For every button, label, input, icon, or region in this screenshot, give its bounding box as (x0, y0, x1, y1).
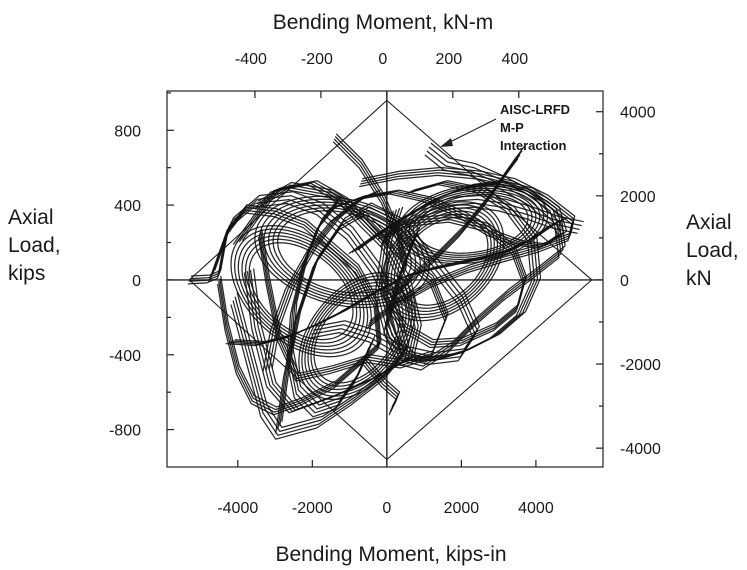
annotation-line-3: Interaction (500, 138, 567, 153)
hysteresis-trace (235, 182, 416, 413)
plot-frame (166, 90, 604, 468)
hysteresis-trace (334, 136, 407, 268)
hysteresis-trace (210, 198, 406, 436)
left-tick-label: 800 (114, 123, 141, 140)
top-tick-label: 400 (501, 51, 528, 68)
hysteresis-trace (238, 181, 419, 411)
right-axis-title: Axial Load, kN (686, 211, 739, 290)
hysteresis-trace (380, 213, 527, 341)
hysteresis-trace (275, 214, 474, 434)
hysteresis-trace (396, 146, 525, 290)
hysteresis-trace (362, 166, 576, 322)
top-axis-title: Bending Moment, kN-m (273, 11, 494, 34)
bottom-axis-title: Bending Moment, kips-in (275, 543, 506, 566)
annotation-arrow-shaft (443, 118, 497, 146)
right-tick-label: -4000 (620, 441, 661, 458)
hysteresis-loop (241, 235, 362, 348)
right-axis-title-line-1: Axial (686, 211, 732, 234)
annotation-line-1: AISC-LRFD (500, 102, 570, 117)
hysteresis-trace (268, 190, 378, 370)
bottom-tick-label: -4000 (217, 500, 258, 517)
bottom-tick-label: -2000 (292, 500, 333, 517)
plot-area: -4000 -2000 0 2000 4000-400 -200 0 200 400800400… (109, 51, 661, 517)
hysteresis-loop (384, 204, 502, 319)
left-tick-label: -800 (109, 423, 141, 440)
hysteresis-trace (292, 195, 376, 406)
left-axis-title-line-3: kips (8, 262, 45, 285)
hysteresis-loop (416, 193, 529, 254)
hysteresis-loop (248, 242, 354, 341)
hysteresis-loop (381, 201, 505, 322)
annotation-line-2: M-P (500, 120, 524, 135)
right-tick-label: 4000 (620, 105, 656, 122)
left-axis-title-line-1: Axial (8, 206, 54, 229)
hysteresis-trace (385, 194, 584, 236)
hysteresis-trace (332, 141, 405, 273)
bottom-tick-label: 2000 (444, 500, 480, 517)
hysteresis-trace (365, 356, 401, 408)
hysteresis-trace (383, 198, 582, 240)
hysteresis-trace (379, 206, 578, 247)
annotation-arrowhead (440, 138, 453, 147)
left-tick-label: 400 (114, 198, 141, 215)
hysteresis-trace (281, 202, 481, 422)
left-tick-label: 0 (132, 273, 141, 290)
hysteresis-trace (234, 217, 567, 343)
top-tick-label: -200 (301, 51, 333, 68)
top-tick-label: -400 (235, 51, 267, 68)
right-tick-label: -2000 (620, 357, 661, 374)
right-tick-label: 0 (620, 273, 629, 290)
hysteresis-loop (267, 204, 417, 300)
hysteresis-loop (254, 195, 431, 309)
bottom-tick-label: 4000 (518, 500, 554, 517)
top-tick-label: 200 (435, 51, 462, 68)
hysteresis-loop (412, 191, 533, 256)
hysteresis-trace (256, 184, 448, 377)
right-tick-label: 2000 (620, 189, 656, 206)
left-axis-title-line-2: Load, (8, 234, 61, 257)
hysteresis-trace (333, 138, 406, 271)
hysteresis-trace (335, 133, 408, 265)
hysteresis-trace (257, 181, 449, 374)
top-tick-label: 0 (378, 51, 387, 68)
hysteresis-trace (271, 189, 381, 368)
hysteresis-trace (265, 192, 375, 371)
bottom-tick-label: 0 (382, 500, 391, 517)
hysteresis-trace (262, 193, 372, 372)
left-tick-label: -400 (109, 348, 141, 365)
hysteresis-loop (387, 207, 499, 316)
interaction-annotation: AISC-LRFD M-P Interaction (440, 102, 570, 153)
hysteresis-trace (383, 154, 560, 371)
hysteresis-trace (381, 202, 580, 244)
right-axis-title-line-2: Load, (686, 239, 739, 262)
left-axis-title: Axial Load, kips (8, 206, 61, 285)
right-axis-title-line-3: kN (686, 267, 712, 290)
